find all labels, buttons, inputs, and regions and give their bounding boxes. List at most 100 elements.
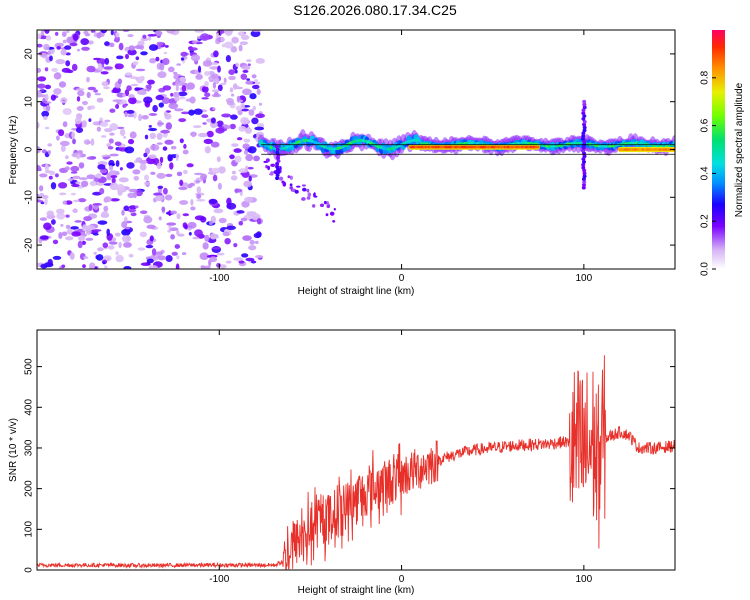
noise-blob xyxy=(191,132,196,138)
y-tick-label: -20 xyxy=(24,237,35,252)
noise-blob xyxy=(208,259,212,267)
noise-blob xyxy=(281,180,285,184)
noise-blob xyxy=(319,203,325,208)
spectrogram-ridge xyxy=(257,99,675,190)
noise-blob xyxy=(64,133,70,139)
snr-frame xyxy=(36,329,676,571)
noise-blob xyxy=(160,129,171,134)
ridge-artifact xyxy=(276,170,281,175)
noise-blob xyxy=(170,92,174,97)
noise-blob xyxy=(203,265,211,269)
ridge-artifact xyxy=(582,99,587,104)
noise-blob xyxy=(216,156,221,163)
noise-blob xyxy=(126,162,135,169)
noise-blob xyxy=(211,89,220,93)
noise-blob xyxy=(312,204,316,208)
noise-blob xyxy=(238,220,244,226)
noise-blob xyxy=(109,153,119,157)
noise-blob xyxy=(71,231,81,237)
noise-blob xyxy=(323,200,327,205)
noise-blob xyxy=(43,222,52,230)
ridge-artifact xyxy=(582,160,586,164)
noise-blob xyxy=(155,94,165,101)
noise-blob xyxy=(168,102,179,110)
noise-blob xyxy=(99,169,108,174)
ridge-artifact xyxy=(582,120,587,124)
noise-blob xyxy=(115,160,120,167)
noise-blob xyxy=(174,108,184,112)
noise-blob xyxy=(127,138,135,145)
noise-blob xyxy=(253,155,260,162)
noise-blob xyxy=(157,71,167,79)
noise-blob xyxy=(115,251,119,256)
noise-blob xyxy=(150,144,160,151)
noise-blob xyxy=(175,263,180,269)
noise-blob xyxy=(121,209,125,216)
noise-blob xyxy=(89,262,96,269)
noise-blob xyxy=(88,118,92,122)
y-tick-label: 0 xyxy=(24,567,35,573)
noise-blob xyxy=(224,41,234,49)
noise-blob xyxy=(168,225,172,229)
noise-blob xyxy=(82,100,88,106)
colorbar-tick-label: 0.2 xyxy=(700,214,711,228)
noise-blob xyxy=(193,108,203,115)
noise-blob xyxy=(49,55,53,62)
noise-blob xyxy=(66,228,74,235)
noise-blob xyxy=(188,47,198,51)
noise-blob xyxy=(65,224,71,229)
ridge-artifact xyxy=(581,163,586,167)
noise-blob xyxy=(181,252,187,256)
noise-blob xyxy=(62,200,67,205)
ridge-artifact xyxy=(582,128,587,133)
noise-blob xyxy=(289,183,293,187)
noise-blob xyxy=(137,247,146,251)
noise-blob xyxy=(123,205,130,212)
noise-blob xyxy=(45,35,52,41)
noise-blob xyxy=(212,81,217,89)
noise-blob xyxy=(174,244,180,249)
noise-blob xyxy=(47,258,53,266)
noise-blob xyxy=(241,108,249,112)
noise-blob xyxy=(114,232,121,237)
noise-blob xyxy=(93,57,101,61)
noise-blob xyxy=(199,252,209,260)
noise-blob xyxy=(165,173,173,177)
noise-blob xyxy=(250,260,257,264)
noise-blob xyxy=(90,30,96,33)
noise-blob xyxy=(148,44,159,51)
noise-blob xyxy=(96,32,102,39)
noise-blob xyxy=(196,198,206,202)
noise-blob xyxy=(144,134,149,140)
noise-blob xyxy=(162,146,168,151)
noise-blob xyxy=(204,234,210,242)
noise-blob xyxy=(194,229,203,237)
noise-blob xyxy=(177,233,185,237)
noise-blob xyxy=(112,88,118,93)
noise-blob xyxy=(217,65,221,73)
noise-blob xyxy=(225,260,232,264)
noise-blob xyxy=(216,120,224,128)
noise-blob xyxy=(155,56,160,62)
noise-blob xyxy=(163,51,168,55)
noise-blob xyxy=(198,132,208,138)
colorbar-gradient xyxy=(712,30,725,269)
noise-blob xyxy=(77,240,83,249)
noise-blob xyxy=(148,35,152,41)
noise-blob xyxy=(124,72,133,76)
noise-blob xyxy=(190,206,196,211)
noise-blob xyxy=(170,234,176,240)
noise-blob xyxy=(240,217,248,222)
noise-blob xyxy=(128,94,135,98)
noise-blob xyxy=(220,82,227,86)
noise-blob xyxy=(194,30,205,33)
noise-blob xyxy=(106,143,111,148)
noise-blob xyxy=(241,253,249,258)
noise-blob xyxy=(43,115,48,121)
noise-blob xyxy=(229,123,236,130)
noise-blob xyxy=(106,228,110,236)
noise-blob xyxy=(107,146,114,150)
noise-blob xyxy=(248,109,255,116)
noise-blob xyxy=(233,148,242,153)
noise-blob xyxy=(202,60,213,67)
